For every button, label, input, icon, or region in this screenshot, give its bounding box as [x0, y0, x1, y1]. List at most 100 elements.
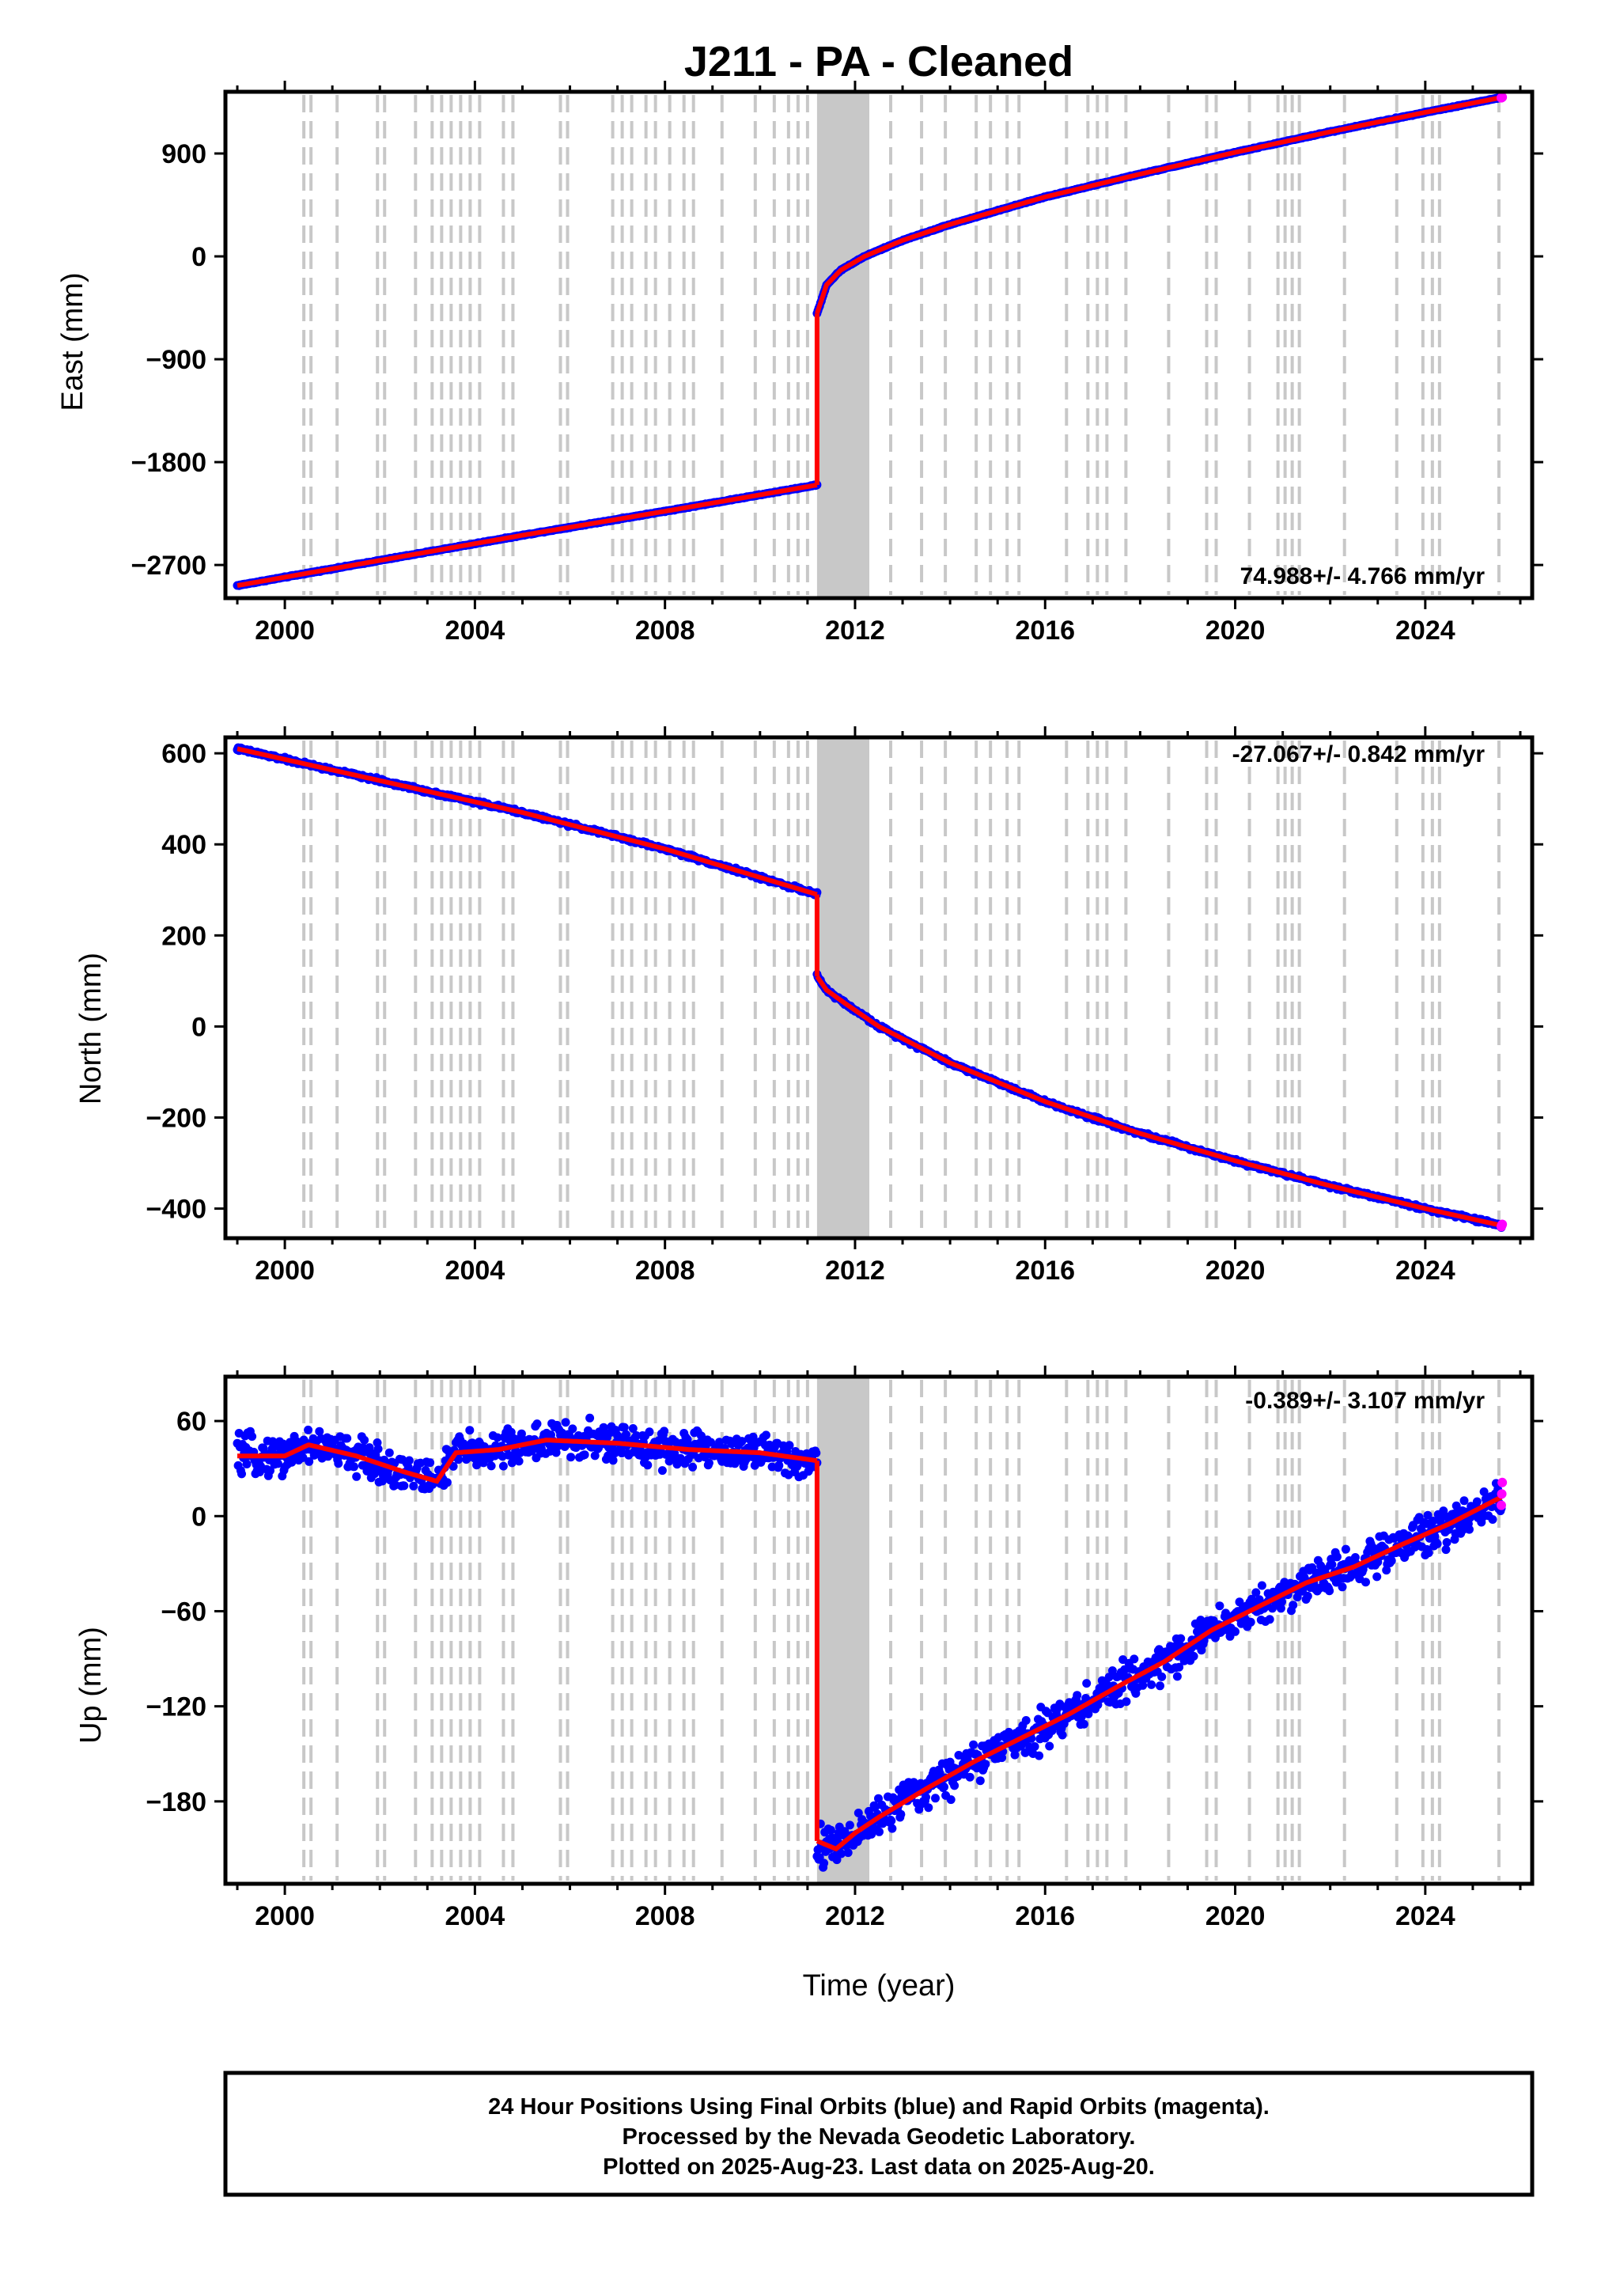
up-final-point — [1030, 1742, 1039, 1751]
north-rate-label: -27.067+/- 0.842 mm/yr — [1232, 741, 1486, 767]
up-final-point — [1459, 1496, 1469, 1506]
east-x-tick-label: 2000 — [255, 616, 315, 646]
up-final-point — [1372, 1572, 1382, 1582]
east-y-axis-label: East (mm) — [56, 272, 89, 411]
up-final-point — [237, 1469, 246, 1479]
up-final-point — [532, 1419, 542, 1429]
east-x-tick-label: 2020 — [1205, 616, 1266, 646]
north-rapid-point — [1497, 1219, 1508, 1229]
east-x-tick-label: 2016 — [1015, 616, 1075, 646]
up-final-point — [1303, 1591, 1312, 1601]
up-final-point — [896, 1809, 906, 1819]
up-final-point — [1361, 1578, 1370, 1587]
north-x-tick-label: 2000 — [255, 1256, 315, 1286]
up-final-point — [643, 1461, 653, 1470]
up-final-point — [975, 1776, 985, 1786]
up-final-point — [1325, 1586, 1334, 1596]
up-final-point — [248, 1432, 257, 1442]
up-rapid-point — [1497, 1489, 1507, 1499]
up-rapid-point — [1496, 1500, 1506, 1510]
up-final-point — [315, 1426, 324, 1436]
up-final-point — [688, 1462, 698, 1472]
up-x-tick-label: 2004 — [445, 1901, 505, 1931]
up-final-point — [442, 1478, 452, 1487]
up-final-point — [373, 1444, 383, 1453]
up-final-point — [409, 1481, 418, 1491]
east-panel: 2000 2004 2008 2012 2016 2020 2024 900 0 −900 −180… — [56, 81, 1543, 646]
up-final-point — [1327, 1560, 1337, 1569]
up-final-point — [1289, 1601, 1298, 1610]
up-final-point — [1433, 1539, 1442, 1548]
up-final-point — [1338, 1582, 1347, 1592]
east-event-band — [816, 92, 869, 598]
up-final-point — [845, 1821, 854, 1830]
up-final-point — [1215, 1601, 1224, 1611]
east-x-tick-label: 2012 — [825, 616, 885, 646]
up-final-point — [922, 1793, 930, 1802]
up-final-point — [1332, 1552, 1342, 1562]
chart-title: J211 - PA - Cleaned — [684, 38, 1073, 85]
up-final-point — [1035, 1751, 1044, 1760]
up-final-point — [969, 1740, 978, 1749]
up-x-tick-label: 2012 — [825, 1901, 885, 1931]
up-final-point — [1156, 1681, 1164, 1691]
up-final-point — [1257, 1581, 1266, 1590]
up-final-point — [1265, 1615, 1274, 1624]
up-final-point — [1231, 1627, 1240, 1636]
up-final-point — [1341, 1544, 1350, 1554]
up-y-tick-label: −180 — [146, 1787, 206, 1817]
up-final-point — [645, 1427, 654, 1437]
up-final-point — [762, 1430, 770, 1440]
up-final-point — [498, 1461, 508, 1471]
up-final-point — [1130, 1654, 1139, 1664]
up-final-point — [1079, 1719, 1088, 1729]
up-final-point — [568, 1424, 577, 1434]
footer-line-1: 24 Hour Positions Using Final Orbits (bl… — [488, 2094, 1270, 2120]
east-x-tick-label: 2008 — [635, 616, 695, 646]
north-data-marks — [233, 743, 1508, 1232]
up-final-point — [304, 1425, 313, 1434]
up-y-tick-label: −120 — [146, 1692, 206, 1722]
east-x-tick-label: 2024 — [1395, 616, 1455, 646]
north-x-tick-label: 2012 — [825, 1256, 885, 1286]
up-y-tick-label: 0 — [191, 1502, 206, 1532]
up-final-point — [704, 1458, 713, 1468]
up-final-point — [1045, 1741, 1054, 1751]
north-x-tick-label: 2024 — [1395, 1256, 1455, 1286]
up-final-point — [931, 1794, 940, 1803]
up-x-tick-label: 2016 — [1015, 1901, 1075, 1931]
up-final-point — [843, 1848, 853, 1858]
up-final-point — [1246, 1617, 1255, 1627]
up-final-point — [399, 1481, 409, 1491]
east-y-tick-label: 0 — [191, 242, 206, 272]
north-x-tick-label: 2020 — [1205, 1256, 1266, 1286]
north-y-tick-label: 400 — [161, 830, 206, 860]
up-final-point — [887, 1816, 896, 1825]
up-final-point — [1082, 1679, 1092, 1688]
north-y-tick-label: 0 — [191, 1012, 206, 1042]
east-rapid-point — [1497, 92, 1508, 102]
north-y-tick-label: 200 — [161, 921, 206, 951]
up-final-point — [1122, 1697, 1131, 1707]
up-final-point — [1147, 1680, 1156, 1689]
up-final-point — [660, 1426, 669, 1436]
up-final-point — [819, 1858, 829, 1868]
up-y-tick-label: −60 — [161, 1597, 206, 1627]
up-final-point — [585, 1413, 595, 1423]
up-final-point — [1058, 1730, 1067, 1740]
east-axis-ticks: 2000 2004 2008 2012 2016 2020 2024 900 0 −900 −180… — [131, 81, 1543, 646]
east-y-tick-label: −2700 — [131, 551, 207, 581]
up-final-point — [924, 1803, 933, 1813]
up-final-point — [1387, 1556, 1396, 1566]
north-x-tick-label: 2016 — [1015, 1256, 1075, 1286]
up-final-point — [580, 1450, 589, 1460]
north-event-lines — [302, 737, 1501, 1238]
up-rapid-point — [1497, 1477, 1508, 1487]
up-x-tick-label: 2024 — [1395, 1901, 1455, 1931]
up-final-point — [1157, 1672, 1167, 1681]
up-final-point — [1472, 1497, 1482, 1506]
up-final-point — [875, 1827, 884, 1836]
up-final-point — [426, 1458, 435, 1468]
north-panel: 2000 2004 2008 2012 2016 2020 20246004002000−2… — [74, 726, 1543, 1286]
